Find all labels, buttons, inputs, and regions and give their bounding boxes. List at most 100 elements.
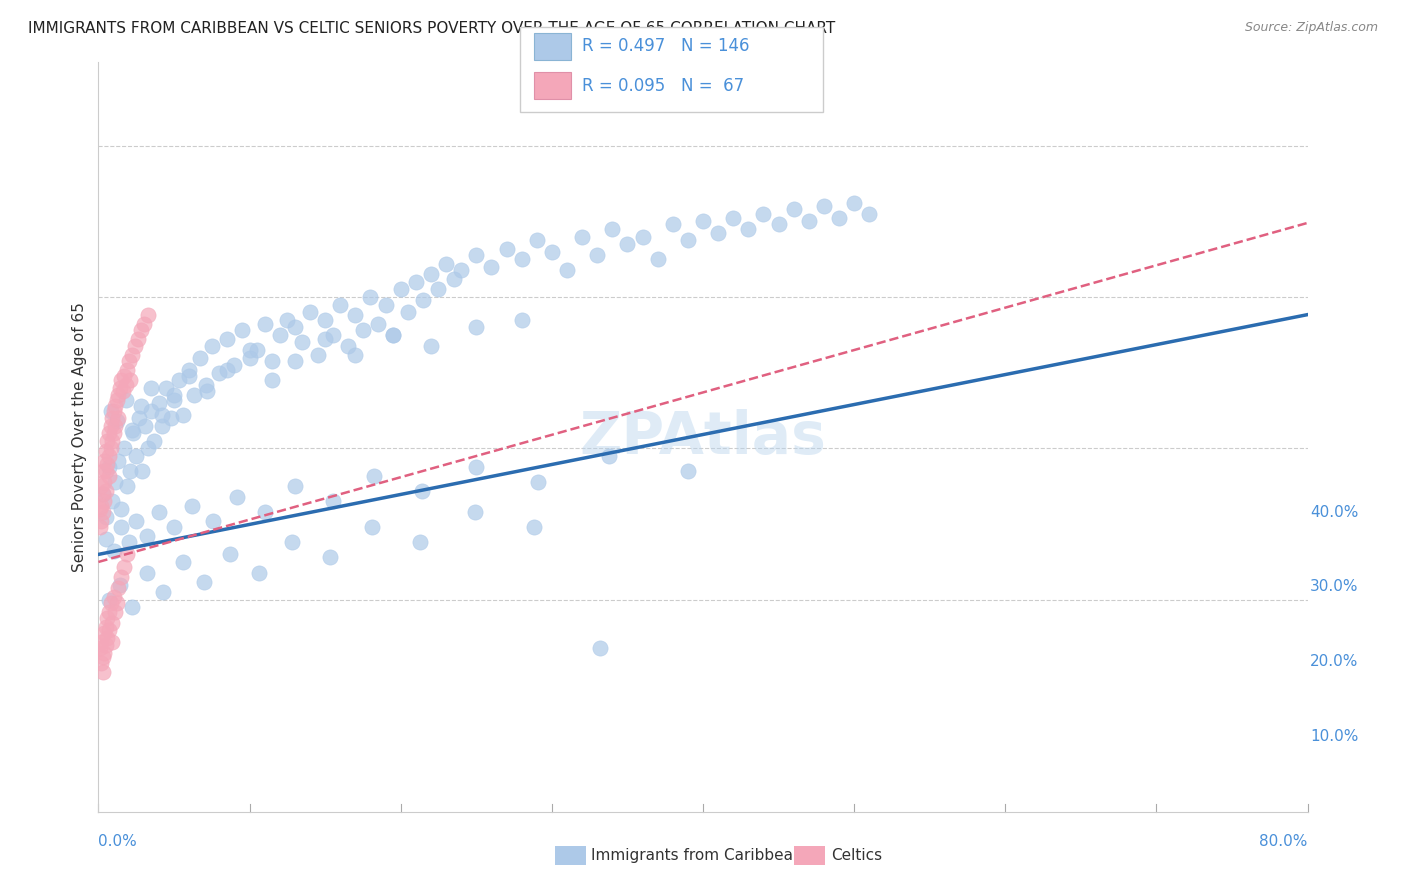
Text: 30.0%: 30.0%	[1310, 580, 1358, 594]
Point	[136, 308, 159, 322]
Point	[276, 312, 298, 326]
Point	[219, 548, 242, 562]
Text: R = 0.497   N = 146: R = 0.497 N = 146	[582, 37, 749, 55]
Point	[100, 403, 122, 417]
Point	[112, 368, 135, 383]
Point	[103, 544, 125, 558]
Point	[692, 214, 714, 228]
Point	[202, 514, 225, 528]
Point	[555, 262, 578, 277]
Point	[523, 520, 546, 534]
Point	[90, 514, 112, 528]
Point	[94, 620, 117, 634]
Point	[163, 388, 186, 402]
Point	[450, 262, 472, 277]
Text: R = 0.095   N =  67: R = 0.095 N = 67	[582, 77, 744, 95]
Point	[318, 550, 340, 565]
Point	[125, 514, 148, 528]
Point	[783, 202, 806, 217]
Point	[120, 464, 142, 478]
Point	[152, 585, 174, 599]
Text: 80.0%: 80.0%	[1260, 834, 1308, 849]
Point	[101, 411, 124, 425]
Point	[589, 641, 612, 656]
Point	[155, 381, 177, 395]
Point	[676, 233, 699, 247]
Point	[344, 348, 367, 362]
Point	[129, 399, 152, 413]
Point	[93, 646, 115, 660]
Point	[122, 426, 145, 441]
Point	[89, 502, 111, 516]
Point	[291, 335, 314, 350]
Point	[107, 581, 129, 595]
Point	[193, 574, 215, 589]
Point	[98, 459, 121, 474]
Text: Immigrants from Caribbean: Immigrants from Caribbean	[591, 848, 803, 863]
Point	[412, 293, 434, 307]
Point	[110, 570, 132, 584]
Text: 0.0%: 0.0%	[98, 834, 138, 849]
Point	[631, 229, 654, 244]
Point	[586, 248, 609, 262]
Point	[465, 459, 488, 474]
Point	[101, 434, 124, 448]
Point	[201, 338, 224, 352]
Point	[322, 327, 344, 342]
Point	[195, 384, 218, 398]
Point	[284, 320, 307, 334]
Point	[314, 333, 336, 347]
Point	[101, 635, 124, 649]
Point	[389, 283, 412, 297]
Point	[124, 338, 146, 352]
Point	[128, 411, 150, 425]
Point	[443, 272, 465, 286]
Point	[118, 535, 141, 549]
Text: 40.0%: 40.0%	[1310, 505, 1358, 519]
Point	[93, 475, 115, 489]
Text: Source: ZipAtlas.com: Source: ZipAtlas.com	[1244, 21, 1378, 34]
Point	[114, 392, 136, 407]
Point	[374, 298, 396, 312]
Point	[598, 449, 620, 463]
Point	[363, 468, 385, 483]
Point	[91, 505, 114, 519]
Text: ZPAtlas: ZPAtlas	[579, 409, 827, 466]
Text: 10.0%: 10.0%	[1310, 730, 1358, 744]
Point	[118, 353, 141, 368]
Point	[127, 333, 149, 347]
Point	[100, 596, 122, 610]
Point	[111, 384, 134, 398]
Point	[737, 222, 759, 236]
Point	[167, 373, 190, 387]
Point	[813, 199, 835, 213]
Point	[434, 257, 457, 271]
Point	[540, 244, 562, 259]
Point	[104, 399, 127, 413]
Point	[405, 275, 427, 289]
Point	[224, 358, 246, 372]
Point	[115, 362, 138, 376]
Text: IMMIGRANTS FROM CARIBBEAN VS CELTIC SENIORS POVERTY OVER THE AGE OF 65 CORRELATI: IMMIGRANTS FROM CARIBBEAN VS CELTIC SENI…	[28, 21, 835, 36]
Point	[110, 502, 132, 516]
Point	[828, 211, 851, 226]
Point	[464, 505, 486, 519]
Point	[420, 338, 443, 352]
Point	[253, 318, 276, 332]
Point	[107, 453, 129, 467]
Point	[299, 305, 322, 319]
Point	[352, 323, 374, 337]
Point	[844, 196, 866, 211]
Point	[94, 464, 117, 478]
Point	[103, 590, 125, 604]
Point	[382, 327, 405, 342]
Point	[527, 475, 550, 489]
Point	[329, 298, 352, 312]
Point	[115, 548, 138, 562]
Point	[91, 650, 114, 665]
Point	[89, 641, 111, 656]
Point	[661, 218, 683, 232]
Point	[121, 423, 143, 437]
Point	[94, 509, 117, 524]
Point	[143, 434, 166, 448]
